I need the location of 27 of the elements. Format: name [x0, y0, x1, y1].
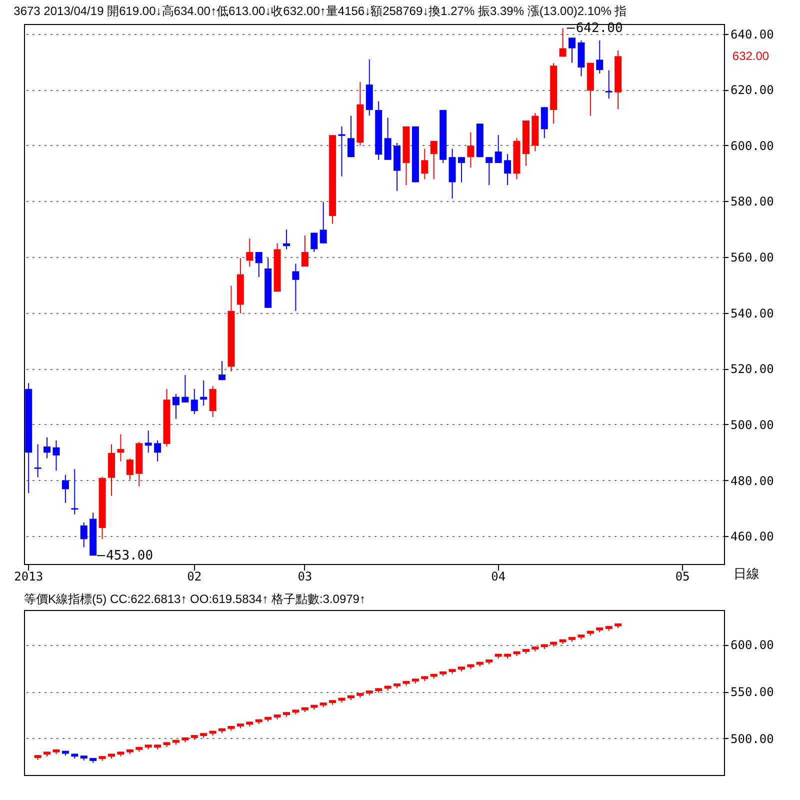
x-tick-label: 05 — [675, 570, 690, 584]
y-tick-label: 640.00 — [730, 27, 774, 42]
chart-subtitle: 3673 2013/04/19 開619.00↓高634.00↑低613.00↓收632.00↑量4156↓額258769↓換1.27% 振3.39% 漲(13.00)2.10% 指 — [14, 4, 627, 18]
text: 日線 — [733, 566, 760, 581]
y-tick-label: 460.00 — [730, 530, 774, 544]
chart-title: 等價K線指標(5) CC:622.6813↑ OO:619.5834↑ 格子點數:3.0979↑ — [24, 592, 366, 606]
y-tick-label: 600.00 — [730, 138, 774, 153]
x-tick-label: 02 — [187, 570, 202, 584]
candlestick — [338, 126, 346, 177]
candlestick — [605, 70, 612, 100]
x-tick-label: 04 — [491, 570, 506, 584]
text: 632.00 — [732, 49, 770, 64]
x-tick-label: 2013 — [14, 570, 44, 584]
y-tick-label: 560.00 — [730, 250, 774, 265]
x-tick-label: 03 — [298, 570, 312, 584]
candlestick — [71, 468, 78, 515]
y-tick-label: 480.00 — [730, 474, 774, 488]
y-tick-label: 540.00 — [730, 306, 774, 320]
y-tick-label: 620.00 — [730, 83, 774, 98]
y-tick-label: 550.00 — [730, 685, 774, 700]
y-tick-label: 520.00 — [730, 362, 774, 376]
candlestick — [34, 444, 42, 478]
y-tick-label: 500.00 — [730, 418, 774, 432]
y-tick-label: 580.00 — [730, 194, 774, 209]
annotation: 453.00 — [106, 548, 154, 564]
y-tick-label: 500.00 — [730, 732, 774, 746]
y-tick-label: 600.00 — [730, 638, 774, 652]
